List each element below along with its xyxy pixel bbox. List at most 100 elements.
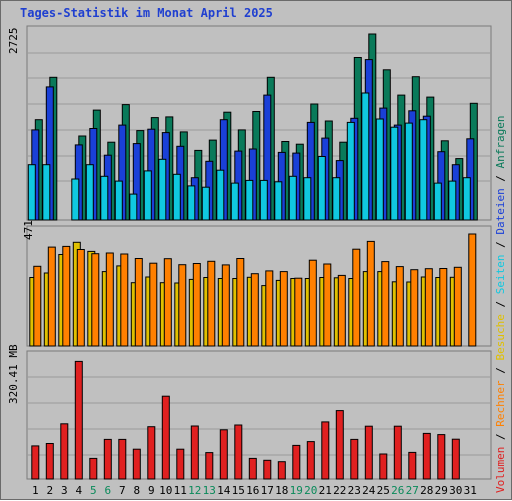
day-label-3: 3 bbox=[61, 484, 68, 497]
bar-seiten-day-13 bbox=[201, 186, 210, 221]
legend-item-anfragen: Anfragen bbox=[494, 115, 507, 169]
bar-seiten-day-1 bbox=[27, 164, 36, 221]
bar-rechner-day-3 bbox=[62, 245, 71, 347]
bar-volumen-day-21 bbox=[321, 421, 330, 480]
bar-volumen-day-2 bbox=[45, 443, 54, 480]
day-label-1: 1 bbox=[32, 484, 39, 497]
day-label-25: 25 bbox=[377, 484, 390, 497]
bar-seiten-day-16 bbox=[245, 179, 254, 221]
bar-rechner-day-18 bbox=[279, 271, 288, 347]
day-label-20: 20 bbox=[304, 484, 317, 497]
bar-seiten-day-11 bbox=[172, 173, 181, 221]
bar-seiten-day-24 bbox=[361, 92, 370, 221]
bar-volumen-day-5 bbox=[89, 457, 98, 480]
bar-volumen-day-18 bbox=[277, 461, 286, 480]
day-label-31: 31 bbox=[464, 484, 477, 497]
bar-volumen-day-22 bbox=[335, 410, 344, 480]
legend-separator: / bbox=[494, 426, 507, 447]
bar-seiten-day-18 bbox=[274, 181, 283, 221]
legend: Volumen / Rechner / Besuche / Seiten / D… bbox=[494, 115, 507, 493]
bar-rechner-day-1 bbox=[33, 265, 42, 347]
bar-seiten-day-31 bbox=[462, 177, 471, 221]
bar-volumen-day-29 bbox=[437, 434, 446, 480]
bar-seiten-day-6 bbox=[100, 175, 109, 221]
day-label-19: 19 bbox=[290, 484, 303, 497]
bar-seiten-day-5 bbox=[85, 164, 94, 221]
bar-seiten-day-26 bbox=[390, 126, 399, 221]
day-label-14: 14 bbox=[217, 484, 231, 497]
day-label-18: 18 bbox=[275, 484, 288, 497]
bar-rechner-day-22 bbox=[337, 274, 346, 347]
bar-rechner-day-30 bbox=[453, 266, 462, 347]
bar-rechner-day-5 bbox=[91, 253, 100, 347]
bar-volumen-day-26 bbox=[393, 425, 402, 480]
bar-volumen-day-10 bbox=[161, 395, 170, 480]
day-label-24: 24 bbox=[362, 484, 376, 497]
bar-rechner-day-7 bbox=[120, 253, 129, 347]
bar-seiten-day-25 bbox=[375, 118, 384, 221]
day-label-9: 9 bbox=[148, 484, 155, 497]
bar-rechner-day-21 bbox=[323, 263, 332, 347]
day-label-30: 30 bbox=[449, 484, 462, 497]
bar-volumen-day-9 bbox=[147, 426, 156, 480]
bar-volumen-day-13 bbox=[205, 452, 214, 480]
bar-volumen-day-6 bbox=[103, 438, 112, 480]
bar-rechner-day-29 bbox=[439, 268, 448, 347]
legend-separator: / bbox=[494, 360, 507, 381]
bar-seiten-day-7 bbox=[114, 180, 123, 221]
day-label-27: 27 bbox=[406, 484, 419, 497]
bar-rechner-day-13 bbox=[207, 260, 216, 347]
bar-volumen-day-3 bbox=[60, 423, 69, 480]
bar-volumen-day-23 bbox=[350, 438, 359, 480]
bottom-panel-max-label: 320.41 MB bbox=[7, 344, 20, 404]
day-label-28: 28 bbox=[420, 484, 433, 497]
legend-separator: / bbox=[494, 234, 507, 255]
legend-item-besuche: Besuche bbox=[494, 314, 507, 361]
day-label-16: 16 bbox=[246, 484, 259, 497]
legend-item-rechner: Rechner bbox=[494, 380, 507, 427]
bar-volumen-day-28 bbox=[422, 432, 431, 480]
bar-rechner-day-10 bbox=[163, 258, 172, 347]
bar-seiten-day-28 bbox=[419, 119, 428, 221]
bar-seiten-day-19 bbox=[288, 175, 297, 221]
bar-seiten-day-10 bbox=[158, 158, 167, 221]
bar-volumen-day-25 bbox=[379, 453, 388, 480]
middle-panel-max-label: 471 bbox=[22, 220, 35, 240]
bar-rechner-day-25 bbox=[381, 261, 390, 347]
top-panel-max-label: 2725 bbox=[7, 27, 20, 55]
day-label-21: 21 bbox=[319, 484, 332, 497]
bar-volumen-day-19 bbox=[292, 444, 301, 480]
day-label-13: 13 bbox=[203, 484, 216, 497]
day-label-15: 15 bbox=[232, 484, 245, 497]
bar-rechner-day-11 bbox=[178, 264, 187, 347]
bar-volumen-day-27 bbox=[408, 451, 417, 480]
bar-seiten-day-29 bbox=[433, 182, 442, 221]
day-label-2: 2 bbox=[46, 484, 53, 497]
bar-seiten-day-21 bbox=[317, 156, 326, 221]
day-label-17: 17 bbox=[261, 484, 274, 497]
bar-rechner-day-27 bbox=[410, 269, 419, 347]
bar-rechner-day-16 bbox=[250, 273, 259, 347]
bar-seiten-day-17 bbox=[259, 179, 268, 221]
day-label-23: 23 bbox=[348, 484, 361, 497]
bar-rechner-day-2 bbox=[47, 246, 56, 347]
bar-seiten-day-14 bbox=[216, 169, 225, 221]
bar-volumen-day-30 bbox=[451, 438, 460, 480]
bar-seiten-day-23 bbox=[346, 121, 355, 221]
bar-volumen-day-7 bbox=[118, 438, 127, 480]
bar-seiten-day-2 bbox=[42, 164, 51, 221]
bar-volumen-day-17 bbox=[263, 459, 272, 480]
bar-volumen-day-11 bbox=[176, 448, 185, 480]
bar-seiten-day-30 bbox=[448, 180, 457, 221]
bar-rechner-day-26 bbox=[395, 266, 404, 347]
bar-rechner-day-28 bbox=[424, 268, 433, 347]
bar-seiten-day-9 bbox=[143, 170, 152, 221]
legend-item-dateien: Dateien bbox=[494, 188, 507, 235]
legend-separator: / bbox=[494, 294, 507, 315]
day-label-7: 7 bbox=[119, 484, 126, 497]
bar-seiten-day-22 bbox=[332, 177, 341, 221]
day-label-12: 12 bbox=[188, 484, 201, 497]
bar-volumen-day-14 bbox=[219, 429, 228, 480]
